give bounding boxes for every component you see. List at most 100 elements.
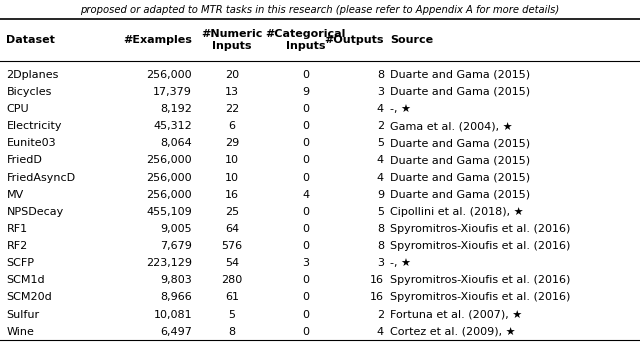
Text: Duarte and Gama (2015): Duarte and Gama (2015) [390, 138, 531, 148]
Text: 256,000: 256,000 [147, 173, 192, 182]
Text: 2Dplanes: 2Dplanes [6, 70, 59, 80]
Text: 29: 29 [225, 138, 239, 148]
Text: 8,192: 8,192 [160, 104, 192, 114]
Text: Spyromitros-Xioufis et al. (2016): Spyromitros-Xioufis et al. (2016) [390, 275, 571, 285]
Text: 3: 3 [302, 258, 309, 268]
Text: 10: 10 [225, 156, 239, 165]
Text: 17,379: 17,379 [153, 87, 192, 97]
Text: 223,129: 223,129 [146, 258, 192, 268]
Text: 0: 0 [302, 224, 309, 234]
Text: 16: 16 [370, 275, 384, 285]
Text: Wine: Wine [6, 327, 35, 337]
Text: Spyromitros-Xioufis et al. (2016): Spyromitros-Xioufis et al. (2016) [390, 241, 571, 251]
Text: 280: 280 [221, 275, 243, 285]
Text: 256,000: 256,000 [147, 70, 192, 80]
Text: 8: 8 [377, 224, 384, 234]
Text: 455,109: 455,109 [147, 207, 192, 217]
Text: Spyromitros-Xioufis et al. (2016): Spyromitros-Xioufis et al. (2016) [390, 224, 571, 234]
Text: 16: 16 [370, 293, 384, 302]
Text: 8: 8 [228, 327, 236, 337]
Text: 16: 16 [225, 190, 239, 200]
Text: Sulfur: Sulfur [6, 310, 40, 319]
Text: 0: 0 [302, 241, 309, 251]
Text: 9,803: 9,803 [160, 275, 192, 285]
Text: -, ★: -, ★ [390, 104, 412, 114]
Text: 5: 5 [377, 138, 384, 148]
Text: 9,005: 9,005 [161, 224, 192, 234]
Text: 4: 4 [377, 173, 384, 182]
Text: 8,966: 8,966 [160, 293, 192, 302]
Text: proposed or adapted to MTR tasks in this research (please refer to Appendix A fo: proposed or adapted to MTR tasks in this… [81, 5, 559, 15]
Text: 45,312: 45,312 [153, 121, 192, 131]
Text: 10,081: 10,081 [154, 310, 192, 319]
Text: Cipollini et al. (2018), ★: Cipollini et al. (2018), ★ [390, 207, 524, 217]
Text: RF1: RF1 [6, 224, 28, 234]
Text: Spyromitros-Xioufis et al. (2016): Spyromitros-Xioufis et al. (2016) [390, 293, 571, 302]
Text: 6,497: 6,497 [160, 327, 192, 337]
Text: 4: 4 [377, 104, 384, 114]
Text: Dataset: Dataset [6, 35, 55, 45]
Text: 54: 54 [225, 258, 239, 268]
Text: 5: 5 [377, 207, 384, 217]
Text: 7,679: 7,679 [160, 241, 192, 251]
Text: 2: 2 [377, 121, 384, 131]
Text: #Outputs: #Outputs [324, 35, 384, 45]
Text: Duarte and Gama (2015): Duarte and Gama (2015) [390, 190, 531, 200]
Text: Fortuna et al. (2007), ★: Fortuna et al. (2007), ★ [390, 310, 523, 319]
Text: 13: 13 [225, 87, 239, 97]
Text: Eunite03: Eunite03 [6, 138, 56, 148]
Text: 0: 0 [302, 293, 309, 302]
Text: 0: 0 [302, 156, 309, 165]
Text: 4: 4 [377, 327, 384, 337]
Text: Duarte and Gama (2015): Duarte and Gama (2015) [390, 70, 531, 80]
Text: 0: 0 [302, 310, 309, 319]
Text: 0: 0 [302, 207, 309, 217]
Text: 20: 20 [225, 70, 239, 80]
Text: SCM20d: SCM20d [6, 293, 52, 302]
Text: RF2: RF2 [6, 241, 28, 251]
Text: Cortez et al. (2009), ★: Cortez et al. (2009), ★ [390, 327, 516, 337]
Text: 4: 4 [377, 156, 384, 165]
Text: 9: 9 [302, 87, 309, 97]
Text: 61: 61 [225, 293, 239, 302]
Text: -, ★: -, ★ [390, 258, 412, 268]
Text: SCFP: SCFP [6, 258, 35, 268]
Text: 0: 0 [302, 327, 309, 337]
Text: #Examples: #Examples [123, 35, 192, 45]
Text: SCM1d: SCM1d [6, 275, 45, 285]
Text: 9: 9 [377, 190, 384, 200]
Text: NPSDecay: NPSDecay [6, 207, 63, 217]
Text: 8: 8 [377, 241, 384, 251]
Text: 0: 0 [302, 138, 309, 148]
Text: 6: 6 [228, 121, 236, 131]
Text: 576: 576 [221, 241, 243, 251]
Text: FriedD: FriedD [6, 156, 42, 165]
Text: FriedAsyncD: FriedAsyncD [6, 173, 76, 182]
Text: MV: MV [6, 190, 24, 200]
Text: Duarte and Gama (2015): Duarte and Gama (2015) [390, 173, 531, 182]
Text: Source: Source [390, 35, 433, 45]
Text: 10: 10 [225, 173, 239, 182]
Text: 256,000: 256,000 [147, 190, 192, 200]
Text: 256,000: 256,000 [147, 156, 192, 165]
Text: #Categorical
Inputs: #Categorical Inputs [266, 29, 346, 51]
Text: CPU: CPU [6, 104, 29, 114]
Text: 25: 25 [225, 207, 239, 217]
Text: 3: 3 [377, 258, 384, 268]
Text: 0: 0 [302, 104, 309, 114]
Text: Electricity: Electricity [6, 121, 62, 131]
Text: 64: 64 [225, 224, 239, 234]
Text: 5: 5 [228, 310, 236, 319]
Text: 0: 0 [302, 70, 309, 80]
Text: Duarte and Gama (2015): Duarte and Gama (2015) [390, 87, 531, 97]
Text: #Numeric
Inputs: #Numeric Inputs [202, 29, 262, 51]
Text: 0: 0 [302, 173, 309, 182]
Text: 0: 0 [302, 121, 309, 131]
Text: Bicycles: Bicycles [6, 87, 52, 97]
Text: 4: 4 [302, 190, 309, 200]
Text: 8: 8 [377, 70, 384, 80]
Text: Gama et al. (2004), ★: Gama et al. (2004), ★ [390, 121, 513, 131]
Text: Duarte and Gama (2015): Duarte and Gama (2015) [390, 156, 531, 165]
Text: 0: 0 [302, 275, 309, 285]
Text: 3: 3 [377, 87, 384, 97]
